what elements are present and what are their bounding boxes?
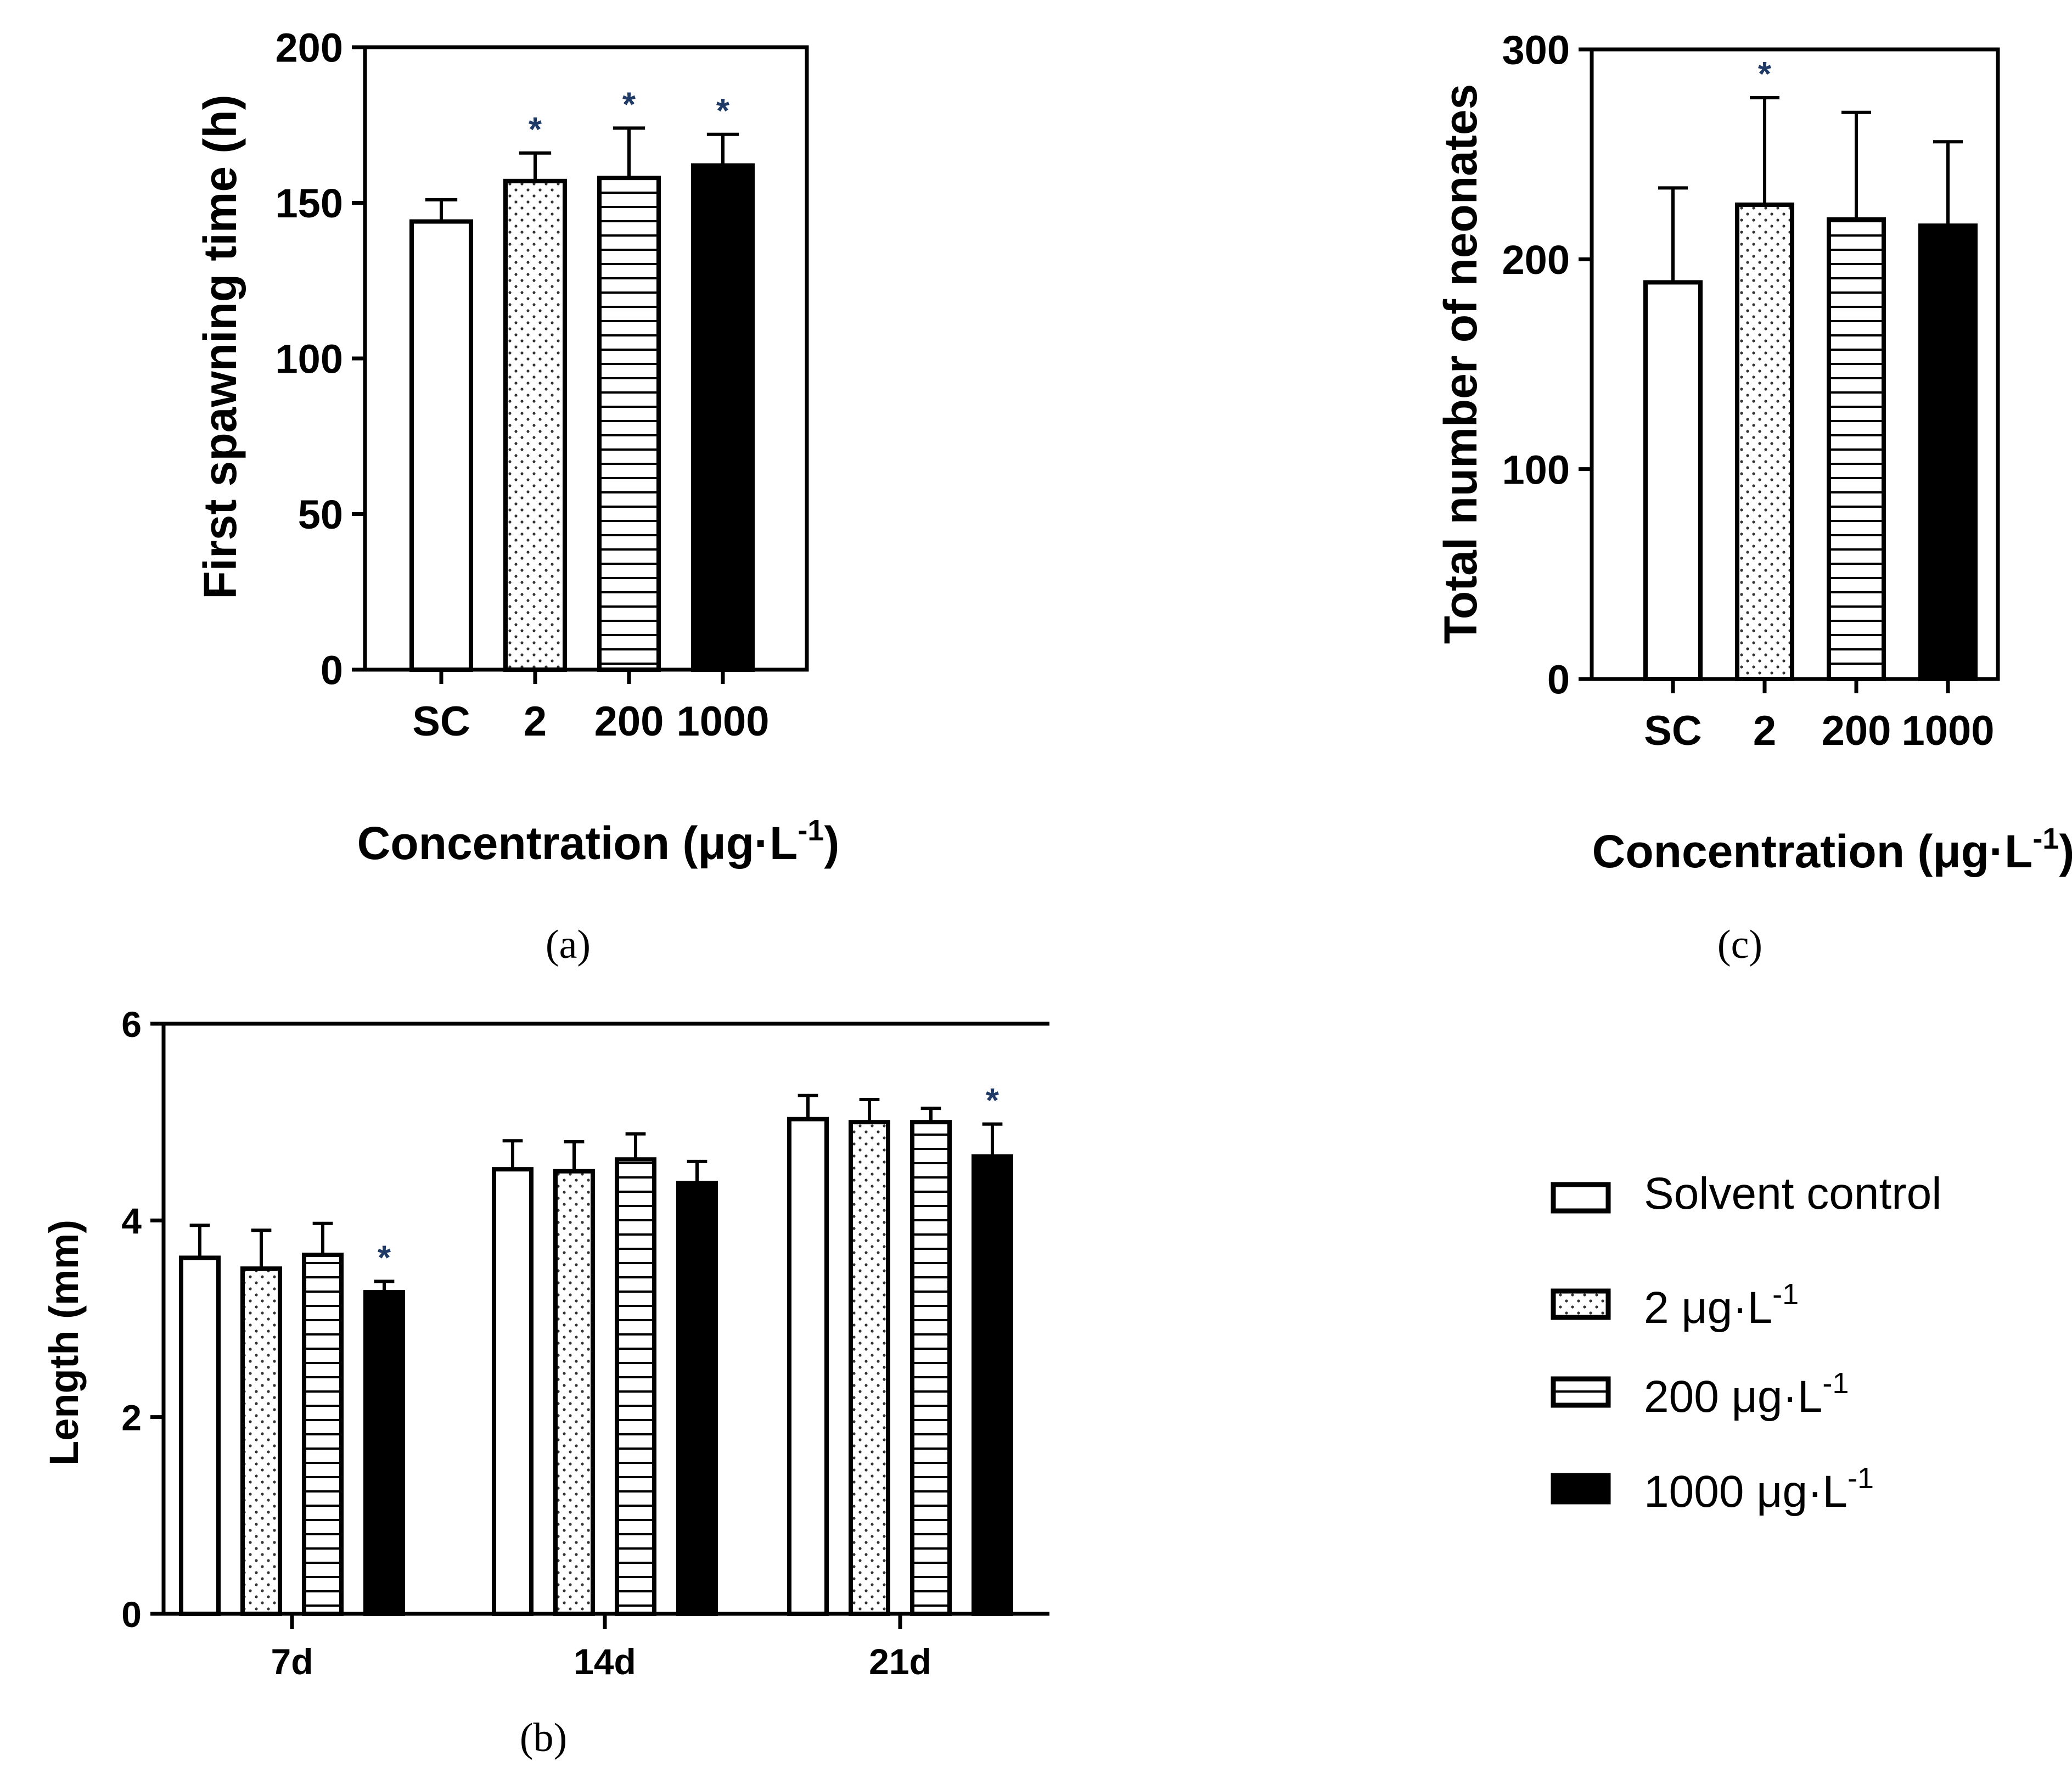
panel-b-bar-21d-open (787, 1116, 829, 1616)
panel-b-bar-7d-dots (240, 1266, 282, 1616)
panel-b-y-tick-label-6: 6 (121, 1004, 142, 1045)
panel-c-bars: * (1643, 55, 1978, 682)
panel-c-bar-sc (1643, 280, 1703, 681)
legend-label-solvent-control: Solvent control (1644, 1169, 1941, 1219)
panel-c-y-tick-label-300: 300 (1502, 27, 1570, 73)
panel-a-y-tick-label-150: 150 (276, 181, 343, 226)
panel-c-x-tick-label-200: 200 (1822, 708, 1891, 754)
panel-c-label: (c) (1717, 922, 1762, 967)
panel-c-bar-2 (1735, 202, 1794, 681)
panel-a-x-tick-label-sc: SC (412, 698, 470, 745)
panel-b-bar-7d-open (179, 1255, 221, 1617)
legend-item-1000: 1000 μg·L-1 (1551, 1462, 1874, 1517)
panel-c-x-axis-label: Concentration (μg·L-1) (1592, 822, 2072, 877)
panel-b-x-ticks: 7d 14d 21d (271, 1614, 931, 1682)
panel-a-y-ticks: 0 50 100 150 200 (276, 25, 365, 693)
legend-swatch-200 (1551, 1376, 1611, 1408)
legend-item-solvent-control: Solvent control (1551, 1169, 1941, 1219)
panel-c-x-ticks: SC 2 200 1000 (1644, 679, 1995, 754)
legend-item-2: 2 μg·L-1 (1551, 1278, 1799, 1333)
panel-a-first-spawning-time-chart: * * * 0 50 100 150 200 SC 2 200 1000 First spawni… (194, 25, 839, 967)
panel-b-bar-21d-dots (849, 1120, 890, 1616)
panel-b-significance-21d-solid: * (986, 1082, 999, 1120)
panel-a-y-axis-label: First spawning time (h) (194, 94, 246, 599)
panel-a-x-tick-label-200: 200 (594, 698, 664, 745)
panel-a-x-tick-label-2: 2 (524, 698, 547, 745)
panel-a-y-tick-label-0: 0 (321, 648, 343, 693)
panel-b-bar-21d-hlines (910, 1120, 952, 1616)
panel-b-bars: ** (179, 1082, 1013, 1617)
legend-swatch-solvent-control (1551, 1182, 1611, 1214)
panel-b-label: (b) (520, 1715, 567, 1760)
panel-a-bar-200 (597, 176, 661, 672)
panel-c-significance-2: * (1758, 55, 1772, 93)
legend-label-1000: 1000 μg·L-1 (1644, 1462, 1874, 1517)
panel-b-y-axis-label: Length (mm) (41, 1220, 87, 1466)
panel-b-y-ticks: 0 2 4 6 (121, 1004, 164, 1635)
panel-c-y-tick-label-100: 100 (1502, 447, 1570, 492)
panel-b-x-tick-label-7d: 7d (271, 1641, 313, 1682)
legend: Solvent control 2 μg·L-1 200 μg·L-1 1000… (1551, 1169, 1941, 1517)
panel-c-y-tick-label-0: 0 (1547, 657, 1570, 703)
legend-swatch-1000 (1551, 1473, 1611, 1505)
panel-a-significance-200: * (622, 86, 636, 124)
panel-b-bar-14d-open (492, 1167, 534, 1617)
panel-b-y-tick-label-0: 0 (121, 1594, 142, 1635)
panel-a-bar-1000 (691, 163, 755, 672)
panel-c-x-tick-label-1000: 1000 (1901, 708, 1994, 754)
panel-c-y-tick-label-200: 200 (1502, 237, 1570, 283)
panel-a-significance-1000: * (716, 92, 730, 130)
panel-b-significance-7d-solid: * (378, 1239, 391, 1277)
legend-label-200: 200 μg·L-1 (1644, 1367, 1849, 1422)
legend-item-200: 200 μg·L-1 (1551, 1367, 1849, 1422)
panel-a-x-tick-label-1000: 1000 (676, 698, 769, 745)
panel-b-bar-21d-solid (972, 1154, 1013, 1616)
panel-a-x-axis-label: Concentration (μg·L-1) (357, 814, 840, 869)
panel-b-x-tick-label-14d: 14d (574, 1641, 636, 1682)
panel-a-bar-2 (503, 178, 567, 672)
panel-b-y-tick-label-4: 4 (121, 1200, 142, 1241)
panel-b-bar-14d-hlines (615, 1157, 656, 1616)
panel-a-y-tick-label-100: 100 (276, 336, 343, 382)
panel-c-bar-1000 (1918, 223, 1978, 682)
panel-a-y-tick-label-50: 50 (298, 492, 343, 537)
panel-b-bar-7d-hlines (302, 1253, 344, 1617)
panel-c-frame (1590, 47, 2000, 681)
panel-b-y-tick-label-2: 2 (121, 1397, 142, 1438)
panel-a-label: (a) (546, 922, 591, 967)
panel-a-bars: * * * (409, 86, 755, 672)
panel-c-bar-200 (1827, 217, 1886, 681)
panel-c-x-tick-label-sc: SC (1644, 708, 1702, 754)
panel-a-significance-2: * (529, 111, 542, 149)
panel-a-x-ticks: SC 2 200 1000 (412, 670, 770, 745)
panel-b-bar-14d-dots (553, 1169, 595, 1616)
panel-b-bar-7d-solid (363, 1290, 405, 1616)
panel-b-bar-14d-solid (676, 1181, 718, 1616)
panel-a-bar-sc (409, 219, 473, 672)
panel-c-y-ticks: 0 100 200 300 (1502, 27, 1592, 703)
legend-label-2: 2 μg·L-1 (1644, 1278, 1799, 1333)
panel-c-y-axis-label: Total number of neonates (1435, 84, 1486, 644)
panel-b-x-tick-label-21d: 21d (869, 1641, 931, 1682)
legend-swatch-2 (1551, 1288, 1611, 1320)
panel-c-axes (1590, 47, 2000, 681)
panel-c-x-tick-label-2: 2 (1753, 708, 1776, 754)
panel-a-y-tick-label-200: 200 (276, 25, 343, 71)
